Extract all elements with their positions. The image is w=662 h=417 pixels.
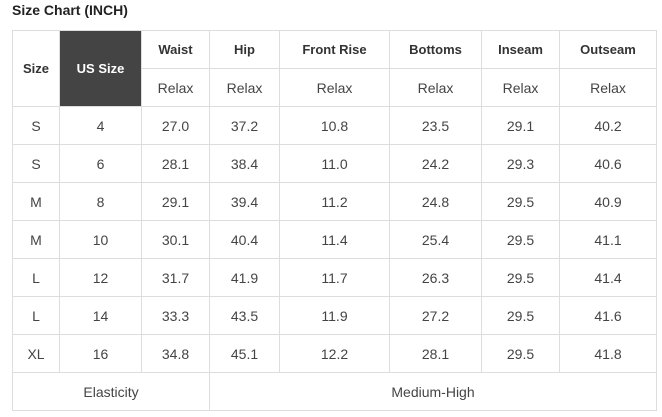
cell: 33.3	[141, 296, 210, 335]
data-row: L 14 33.3 43.5 11.9 27.2 29.5 41.6	[12, 296, 657, 335]
cell: 40.6	[559, 144, 657, 183]
column-header: US Size	[59, 30, 142, 107]
cell: 43.5	[209, 296, 280, 335]
subheader-row: Relax Relax Relax Relax Relax Relax	[13, 68, 657, 107]
cell: S	[12, 106, 60, 145]
cell: 10.8	[279, 106, 390, 145]
cell: 26.3	[389, 258, 482, 297]
cell: 29.5	[481, 258, 560, 297]
cell: 41.9	[209, 258, 280, 297]
data-row: S 6 28.1 38.4 11.0 24.2 29.3 40.6	[12, 144, 657, 183]
cell: S	[12, 144, 60, 183]
cell: L	[12, 296, 60, 335]
data-row: M 10 30.1 40.4 11.4 25.4 29.5 41.1	[12, 220, 657, 259]
subheader-cell: Relax	[481, 68, 560, 107]
footer-row: Elasticity Medium-High	[12, 372, 657, 411]
cell: 40.2	[559, 106, 657, 145]
column-header: Outseam	[559, 30, 657, 69]
cell: 41.1	[559, 220, 657, 259]
cell: M	[12, 182, 60, 221]
cell: 29.5	[481, 334, 560, 373]
cell: 40.9	[559, 182, 657, 221]
cell: 41.6	[559, 296, 657, 335]
cell: 11.2	[279, 182, 390, 221]
subheader-cell: Relax	[279, 68, 390, 107]
cell: 11.9	[279, 296, 390, 335]
cell: L	[12, 258, 60, 297]
cell: 45.1	[209, 334, 280, 373]
cell: 23.5	[389, 106, 482, 145]
cell: 24.8	[389, 182, 482, 221]
column-header: Size	[12, 30, 60, 107]
subheader-cell: Relax	[209, 68, 280, 107]
header-row: Size US Size Waist Hip Front Rise Bottoms Inse…	[12, 30, 657, 107]
subheader-cell: Relax	[141, 68, 210, 107]
cell: 14	[59, 296, 142, 335]
cell: 40.4	[209, 220, 280, 259]
data-row: L 12 31.7 41.9 11.7 26.3 29.5 41.4	[12, 258, 657, 297]
cell: 41.8	[559, 334, 657, 373]
cell: 29.3	[481, 144, 560, 183]
cell: 11.4	[279, 220, 390, 259]
cell: 29.5	[481, 220, 560, 259]
column-header: Bottoms	[389, 30, 482, 69]
cell: 37.2	[209, 106, 280, 145]
size-table: Size US Size Waist Hip Front Rise Bottoms Inse…	[12, 30, 657, 411]
cell: 16	[59, 334, 142, 373]
subheader-cell: Relax	[389, 68, 482, 107]
cell: 29.1	[481, 106, 560, 145]
column-header: Waist	[141, 30, 210, 69]
cell: 12	[59, 258, 142, 297]
cell: 29.5	[481, 296, 560, 335]
cell: 41.4	[559, 258, 657, 297]
footer-value: Medium-High	[209, 372, 657, 411]
cell: 11.7	[279, 258, 390, 297]
data-row: M 8 29.1 39.4 11.2 24.8 29.5 40.9	[12, 182, 657, 221]
cell: 31.7	[141, 258, 210, 297]
cell: 4	[59, 106, 142, 145]
cell: XL	[12, 334, 60, 373]
footer-label: Elasticity	[12, 372, 210, 411]
cell: M	[12, 220, 60, 259]
cell: 34.8	[141, 334, 210, 373]
cell: 28.1	[141, 144, 210, 183]
cell: 25.4	[389, 220, 482, 259]
data-row: S 4 27.0 37.2 10.8 23.5 29.1 40.2	[12, 106, 657, 145]
cell: 29.5	[481, 182, 560, 221]
column-header: Inseam	[481, 30, 560, 69]
cell: 27.2	[389, 296, 482, 335]
subheader-cell: Relax	[559, 68, 657, 107]
column-header: Front Rise	[279, 30, 390, 69]
cell: 39.4	[209, 182, 280, 221]
cell: 29.1	[141, 182, 210, 221]
cell: 27.0	[141, 106, 210, 145]
data-row: XL 16 34.8 45.1 12.2 28.1 29.5 41.8	[12, 334, 657, 373]
cell: 30.1	[141, 220, 210, 259]
cell: 12.2	[279, 334, 390, 373]
cell: 24.2	[389, 144, 482, 183]
cell: 6	[59, 144, 142, 183]
cell: 38.4	[209, 144, 280, 183]
cell: 28.1	[389, 334, 482, 373]
title: Size Chart (INCH)	[12, 2, 128, 18]
cell: 10	[59, 220, 142, 259]
cell: 8	[59, 182, 142, 221]
cell: 11.0	[279, 144, 390, 183]
column-header: Hip	[209, 30, 280, 69]
